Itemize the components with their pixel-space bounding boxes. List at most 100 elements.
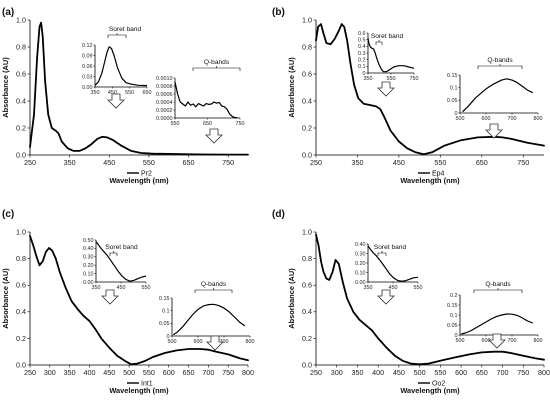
inset-x-tick-label: 550 [414,285,423,291]
down-arrow-icon [101,289,119,305]
inset-y-tick-label: 0.05 [447,98,458,104]
down-arrow-icon [377,289,395,305]
inset-y-tick-label: 0.15 [159,296,170,302]
x-tick-label: 350 [351,368,363,377]
down-arrow-icon [206,335,224,351]
x-tick-label: 300 [331,368,343,377]
legend-label: Int1 [141,381,153,388]
inset-x-tick-label: 700 [508,338,517,344]
inset-series-line [94,46,148,87]
inset-x-tick-label: 450 [389,285,398,291]
series-line-Ep4 [315,23,545,156]
inset-series-line [367,245,419,282]
y-tick-label: 0.0 [302,150,312,159]
inset-q-bands: 0 0.05 0.1 0.15 500 600 700 800 Q-bands [159,281,255,351]
x-tick-label: 550 [434,158,446,167]
inset-x-tick-label: 800 [534,338,543,344]
x-tick-label: 800 [538,368,550,377]
x-tick-label: 750 [222,368,234,377]
x-tick-label: 700 [497,368,509,377]
inset-x-tick-label: 650 [143,90,152,96]
band-bracket [194,288,233,293]
inset-soret: 00.10.20.30.40.50.6 350 550 750 Soret band [358,31,419,97]
x-axis-title: Wavelength (nm) [400,176,460,185]
inset-soret: 0.00 0.03 0.06 0.09 0.12 350 450 550 650 Soret ba… [82,26,152,109]
down-arrow-icon [205,128,223,144]
inset-x-tick-label: 700 [220,339,229,345]
band-bracket [473,288,523,293]
x-tick-label: 550 [143,158,155,167]
y-tick-label: 0.0 [302,360,312,369]
inset-soret: 0.00 0.10 0.20 0.30 0.40 0.50 350 450 550 Soret b… [83,238,151,305]
inset-y-tick-label: 0.05 [447,323,458,329]
inset-soret: 0.00 0.10 0.20 0.30 0.40 350 450 550 Soret band [355,242,423,305]
y-tick-label: 1.0 [302,227,312,236]
down-arrow-icon [488,333,506,349]
band-bracket [375,40,383,45]
inset-x-tick-label: 650 [203,121,212,127]
inset-y-tick-label: 0.1 [358,64,366,70]
inset-x-tick-label: 350 [364,76,373,82]
y-tick-label: 1.0 [16,227,26,236]
inset-series-line [367,38,415,73]
inset-y-tick-label: 0.0004 [156,100,173,106]
inset-x-tick-label: 350 [364,285,373,291]
x-tick-label: 750 [222,158,234,167]
x-tick-label: 500 [414,368,426,377]
band-bracket [109,251,118,256]
inset-series-line [95,241,147,282]
panel-label: (c) [2,209,14,220]
y-axis-title: Absorbance (AU) [1,57,10,118]
inset-y-tick-label: 0 [363,71,366,77]
band-title: Soret band [374,244,407,251]
inset-y-tick-label: 0.00 [355,280,366,286]
x-axis-title: Wavelength (nm) [109,176,169,185]
inset-q-bands: 0 0.05 0.1 0.15 0.2 500 600 700 800 Q-bands [447,281,543,349]
x-tick-label: 750 [517,158,529,167]
legend-label: Pr2 [141,171,152,178]
x-tick-label: 650 [476,368,488,377]
inset-y-tick-label: 0 [455,111,458,117]
inset-series-line [172,303,246,336]
x-tick-label: 350 [64,368,76,377]
inset-y-tick-label: 0.10 [83,271,94,277]
x-tick-label: 450 [103,158,115,167]
inset-y-tick-label: 0.15 [447,303,458,309]
inset-y-tick-label: 0.09 [82,53,93,59]
down-arrow-icon [107,93,125,109]
band-title: Soret band [371,33,404,40]
y-tick-label: 0.0 [16,360,26,369]
inset-y-tick-label: 0.2 [450,293,458,299]
x-tick-label: 650 [183,158,195,167]
y-tick-label: 0.8 [16,42,26,51]
band-title: Soret band [109,26,142,33]
inset-y-tick-label: 0.5 [358,37,366,43]
x-tick-label: 650 [183,368,195,377]
y-axis-title: Absorbance (AU) [1,268,10,329]
y-tick-label: 1.0 [16,15,26,24]
inset-x-tick-label: 700 [508,116,517,122]
y-tick-label: 0.4 [16,307,26,316]
inset-x-tick-label: 800 [534,116,543,122]
y-tick-label: 0.2 [16,123,26,132]
inset-series-line [462,78,534,113]
inset-y-tick-label: 0.10 [355,270,366,276]
band-bracket [192,66,241,71]
inset-x-tick-label: 500 [168,339,177,345]
inset-x-tick-label: 550 [142,285,151,291]
inset-y-tick-label: 0.1 [162,308,170,314]
inset-q-bands: 0 0.05 0.1 0.15 500 600 700 800 Q-bands [447,57,543,139]
inset-y-tick-label: 0.00 [83,280,94,286]
x-tick-label: 550 [434,368,446,377]
y-tick-label: 0.4 [16,96,26,105]
inset-y-tick-label: 0.30 [355,251,366,257]
inset-y-tick-label: 0.06 [82,64,93,70]
inset-x-tick-label: 350 [92,285,101,291]
band-bracket [477,64,523,69]
down-arrow-icon [377,81,395,97]
panel-label: (d) [272,209,285,220]
inset-x-tick-label: 750 [236,121,245,127]
inset-x-tick-label: 550 [171,121,180,127]
y-axis-title: Absorbance (AU) [287,57,296,118]
inset-series-line [461,313,534,335]
